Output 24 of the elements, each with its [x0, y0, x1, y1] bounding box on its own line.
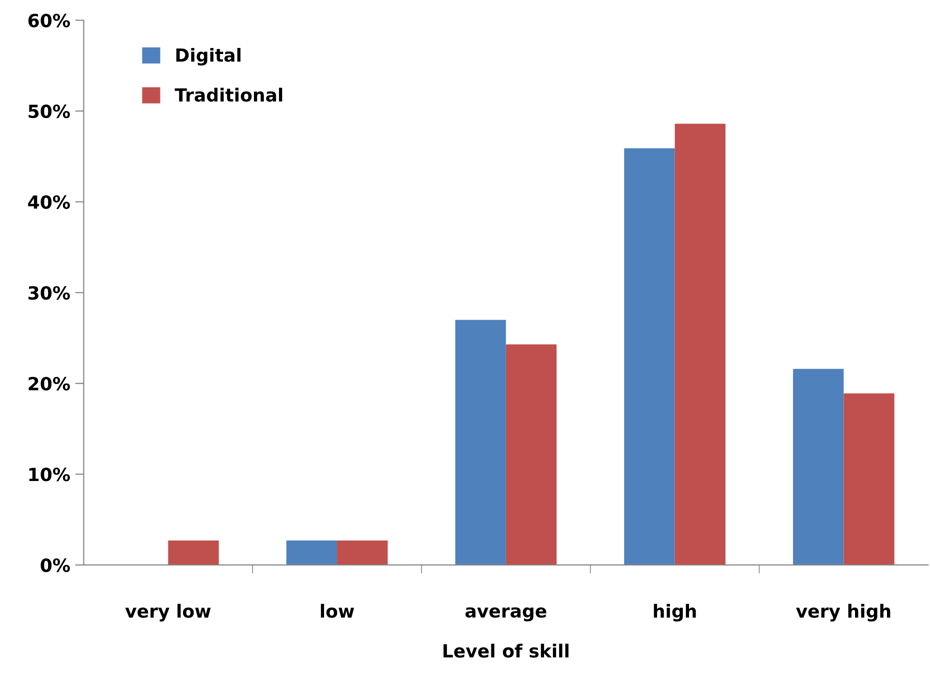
y-tick-label: 20%	[28, 376, 70, 391]
y-tick-label: 10%	[29, 468, 70, 482]
bar	[674, 124, 726, 565]
x-tick-label: high	[654, 604, 696, 622]
y-tick-label: 50%	[28, 104, 70, 118]
x-tick-label: low	[320, 604, 354, 618]
legend-label: Digital	[176, 48, 240, 66]
bar	[793, 368, 844, 565]
x-tick-label: very low	[125, 604, 211, 622]
bar	[624, 148, 675, 565]
y-tick-label: 40%	[28, 195, 70, 209]
x-axis-title: Level of skill	[444, 644, 568, 658]
x-tick-label: very high	[796, 604, 890, 622]
bar	[455, 320, 506, 565]
y-tick-label: 60%	[28, 14, 70, 28]
bar	[844, 393, 894, 565]
y-tick-label: 0%	[40, 558, 70, 572]
bar	[506, 344, 557, 565]
bar	[337, 540, 388, 565]
bar	[286, 540, 338, 565]
x-tick-label: average	[465, 607, 546, 622]
legend-label: Traditional	[174, 88, 282, 102]
y-tick-label: 30%	[28, 286, 70, 300]
bar	[168, 540, 219, 565]
